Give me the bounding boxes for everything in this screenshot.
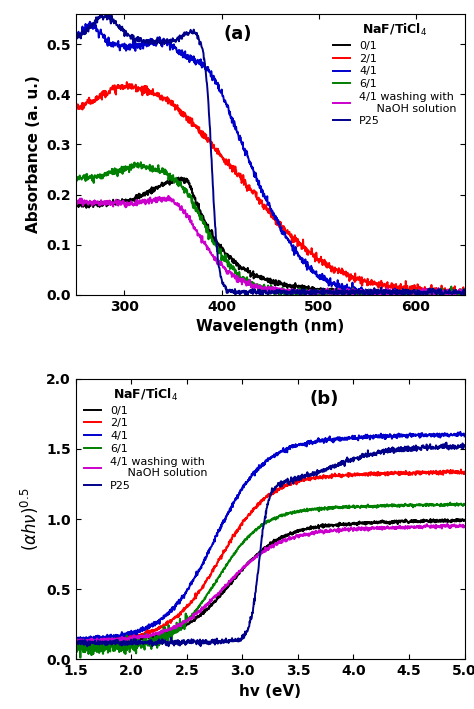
X-axis label: Wavelength (nm): Wavelength (nm) bbox=[196, 319, 344, 334]
Text: (b): (b) bbox=[309, 390, 338, 408]
X-axis label: hv (eV): hv (eV) bbox=[239, 683, 301, 699]
Legend: 0/1, 2/1, 4/1, 6/1, 4/1 washing with
     NaOH solution, P25: 0/1, 2/1, 4/1, 6/1, 4/1 washing with NaO… bbox=[79, 382, 212, 496]
Y-axis label: $(\alpha h\nu)^{0.5}$: $(\alpha h\nu)^{0.5}$ bbox=[18, 487, 41, 551]
Y-axis label: Absorbance (a. u.): Absorbance (a. u.) bbox=[26, 76, 41, 233]
Text: (a): (a) bbox=[224, 26, 252, 43]
Legend: 0/1, 2/1, 4/1, 6/1, 4/1 washing with
     NaOH solution, P25: 0/1, 2/1, 4/1, 6/1, 4/1 washing with NaO… bbox=[328, 18, 461, 130]
